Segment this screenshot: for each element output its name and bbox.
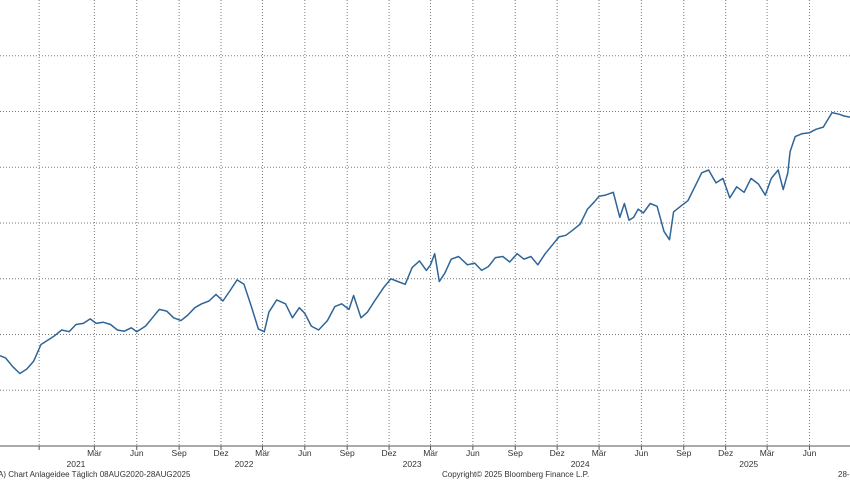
- x-tick-label: Jun: [635, 448, 649, 458]
- x-year-labels: 2021 2022 2023 2024 2025: [67, 459, 759, 469]
- x-tick-label: Mär: [423, 448, 438, 458]
- x-tick-label: Jun: [466, 448, 480, 458]
- x-tick-label: Dez: [550, 448, 565, 458]
- y-gridlines: [0, 55, 850, 391]
- x-gridlines: [38, 0, 810, 450]
- x-tick-label: Dez: [213, 448, 228, 458]
- footer-copyright: Copyright© 2025 Bloomberg Finance L.P.: [442, 470, 589, 479]
- x-tick-labels: Mär Jun Sep Dez Mär Jun Sep Dez Mär Jun Sep Dez Mär J…: [87, 448, 817, 458]
- x-tick-label: Mär: [255, 448, 270, 458]
- x-tick-label: Sep: [172, 448, 187, 458]
- x-tick-label: Dez: [382, 448, 397, 458]
- footer-source-label: A) Chart Anlageidee Täglich 08AUG2020-28…: [0, 470, 191, 479]
- x-year-label: 2021: [67, 459, 86, 469]
- x-tick-label: Mär: [592, 448, 607, 458]
- series-layer: [0, 111, 850, 375]
- x-year-label: 2025: [739, 459, 758, 469]
- x-tick-label: Jun: [130, 448, 144, 458]
- series-line: [0, 111, 850, 375]
- x-tick-label: Dez: [718, 448, 733, 458]
- footer-end-date: 28-: [838, 470, 850, 479]
- x-tick-label: Jun: [298, 448, 312, 458]
- x-year-label: 2024: [571, 459, 590, 469]
- x-year-label: 2023: [403, 459, 422, 469]
- x-tick-label: Mär: [760, 448, 775, 458]
- x-tick-label: Jun: [803, 448, 817, 458]
- x-tick-label: Sep: [508, 448, 523, 458]
- x-tick-label: Sep: [676, 448, 691, 458]
- x-year-label: 2022: [235, 459, 254, 469]
- x-tick-label: Sep: [340, 448, 355, 458]
- x-tick-label: Mär: [87, 448, 102, 458]
